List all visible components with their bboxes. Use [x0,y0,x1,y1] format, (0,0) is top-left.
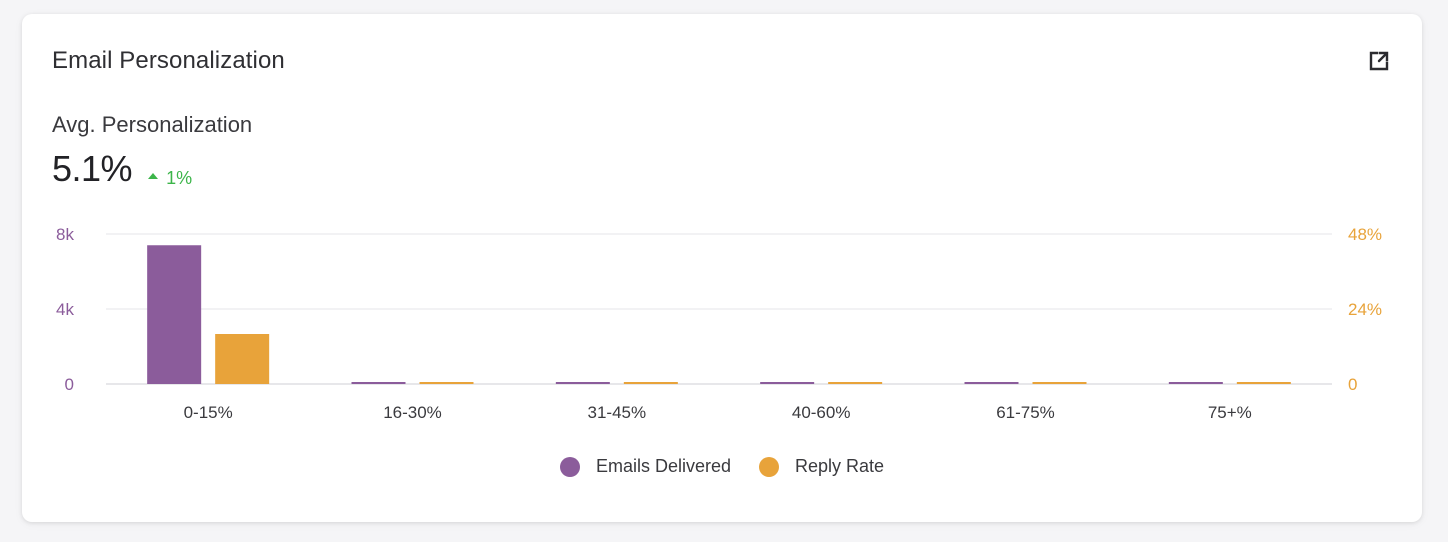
bar-reply-rate [828,382,883,384]
metric-value: 5.1% [52,148,133,189]
metric-row: 5.1% 1% [52,148,192,190]
email-personalization-card: Email Personalization Avg. Personalizati… [22,14,1422,522]
y-right-tick-label: 24% [1348,300,1382,319]
x-tick-label: 16-30% [383,403,442,422]
chart-legend: Emails Delivered Reply Rate [22,456,1422,477]
bar-reply-rate [623,382,678,384]
bar-emails-delivered [760,382,815,384]
x-tick-label: 75+% [1208,403,1252,422]
bar-emails-delivered [351,382,406,384]
bar-emails-delivered [964,382,1019,384]
legend-swatch-emails [559,456,580,477]
y-left-tick-label: 4k [56,300,74,319]
bar-reply-rate [1236,382,1291,384]
y-left-tick-label: 0 [65,375,74,394]
x-tick-label: 61-75% [996,403,1055,422]
metric-label: Avg. Personalization [52,112,253,137]
y-right-tick-label: 0 [1348,375,1357,394]
card-title: Email Personalization [52,47,285,74]
bar-emails-delivered [1168,382,1223,384]
bar-emails-delivered [555,382,610,384]
bar-emails-delivered [147,245,202,384]
x-tick-label: 40-60% [792,403,851,422]
bar-reply-rate [419,382,474,384]
bar-reply-rate [215,334,270,384]
bar-chart: 0 4k 8k 0 24% 48% 0-15% 16-30% 31-45% 40-60% 61-75… [56,225,1382,422]
delta-badge: 1% [148,168,192,189]
x-tick-label: 0-15% [184,403,233,422]
external-link-icon[interactable] [1368,50,1390,72]
x-tick-label: 31-45% [588,403,647,422]
legend-label-reply: Reply Rate [795,456,885,476]
legend-item-emails-delivered[interactable]: Emails Delivered [559,456,731,477]
up-arrow-icon [148,173,159,179]
delta-value: 1% [166,167,193,188]
y-left-tick-label: 8k [56,225,74,244]
bar-reply-rate [1032,382,1087,384]
y-right-tick-label: 48% [1348,225,1382,244]
legend-item-reply-rate[interactable]: Reply Rate [759,456,884,477]
legend-label-emails: Emails Delivered [595,456,731,476]
legend-swatch-reply [759,456,779,477]
